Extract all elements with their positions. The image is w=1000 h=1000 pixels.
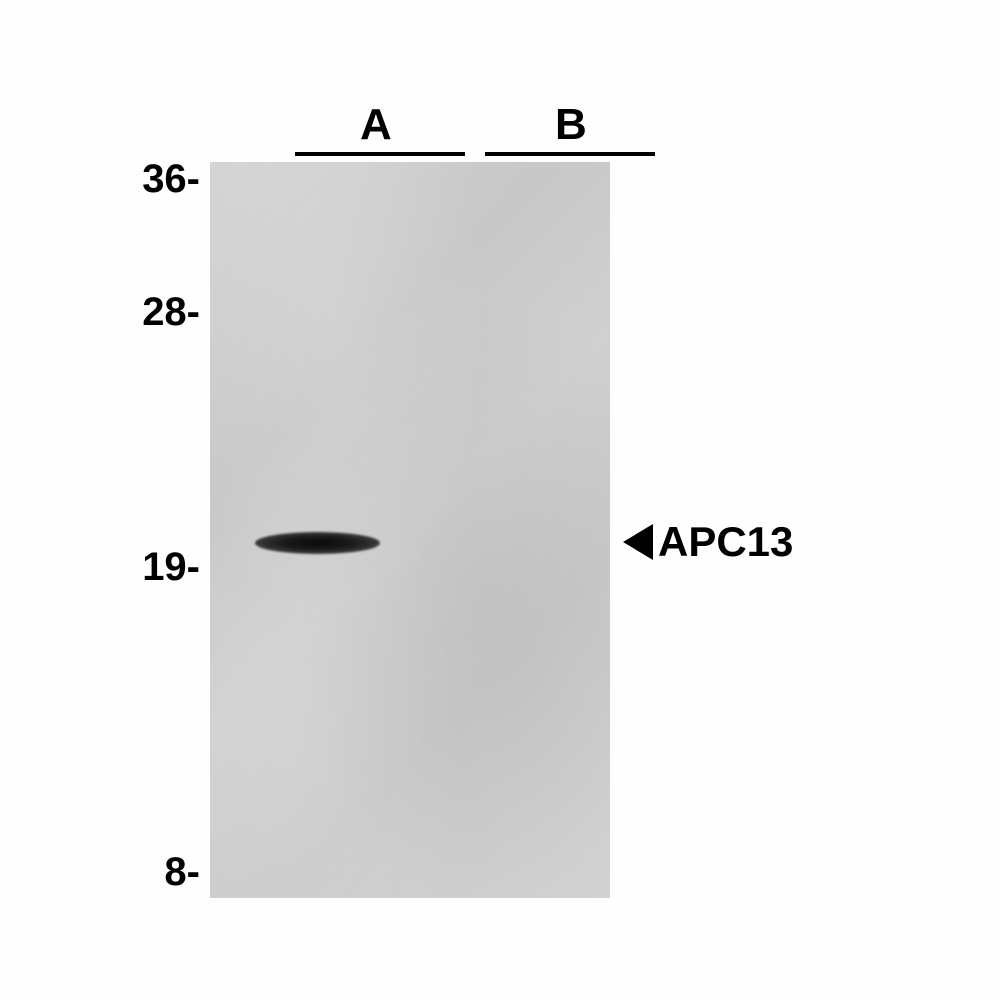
- western-blot-figure: A B 36- 28- 19- 8- APC13: [125, 100, 875, 900]
- lane-label-a: A: [360, 100, 392, 150]
- arrow-left-icon: [623, 524, 653, 560]
- marker-36: 36-: [125, 157, 200, 202]
- protein-name-label: APC13: [658, 518, 793, 566]
- lane-labels-row: A B: [295, 100, 675, 160]
- membrane-texture: [210, 162, 610, 898]
- marker-28: 28-: [125, 290, 200, 335]
- marker-19: 19-: [125, 545, 200, 590]
- lane-label-b: B: [555, 100, 587, 150]
- protein-band-lane-a: [255, 532, 380, 554]
- blot-membrane: [210, 162, 610, 898]
- lane-b-underline: [485, 152, 655, 156]
- lane-a-underline: [295, 152, 465, 156]
- protein-label-arrow: APC13: [623, 518, 793, 566]
- marker-8: 8-: [125, 850, 200, 895]
